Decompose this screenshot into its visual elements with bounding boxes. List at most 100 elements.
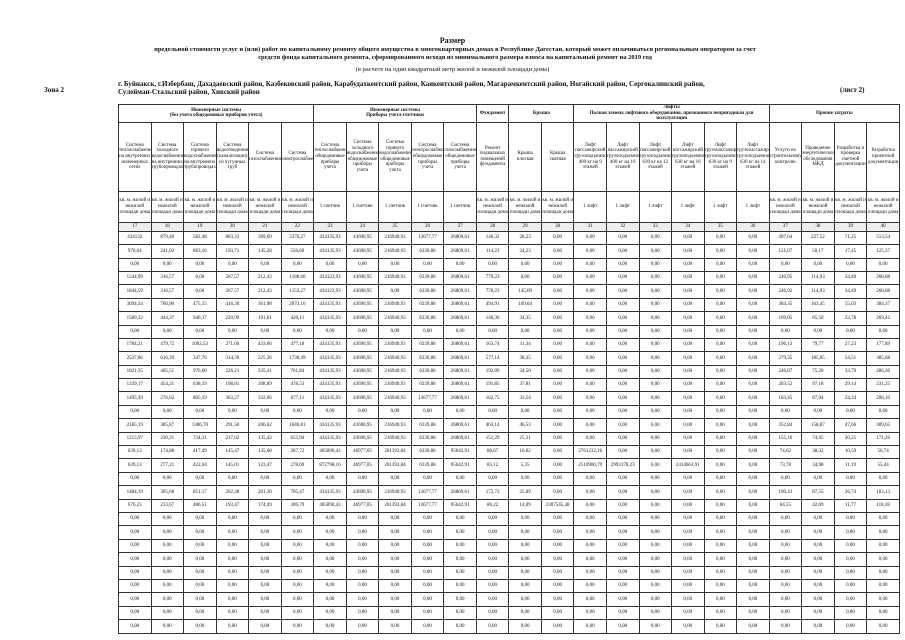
- column-unit: 1 счетчик: [313, 190, 347, 223]
- table-cell: 2761232,16: [573, 445, 607, 460]
- table-cell: 0,00: [801, 605, 835, 621]
- table-cell: 0,00: [638, 525, 673, 540]
- table-cell: 2414663,91: [671, 458, 705, 473]
- table-cell: 0,00: [508, 471, 542, 487]
- table-cell: 0,00: [410, 525, 445, 540]
- table-cell: 26869,61: [443, 244, 477, 259]
- column-name: Крыша скатная: [540, 121, 575, 192]
- table-cell: 316,57: [150, 270, 185, 286]
- column-number: 20: [215, 221, 250, 232]
- table-cell: 0,00: [605, 565, 640, 580]
- table-cell: 0,00: [801, 511, 835, 527]
- table-cell: 434135,93: [313, 337, 347, 353]
- table-cell: 0,00: [736, 230, 770, 246]
- table-cell: 0,00: [573, 270, 607, 286]
- table-cell: 0,00: [671, 284, 705, 299]
- table-cell: 0,00: [540, 418, 575, 433]
- table-cell: 0,00: [248, 324, 282, 339]
- table-cell: 268,68: [866, 284, 900, 299]
- table-cell: 0,00: [801, 257, 835, 272]
- table-cell: 0,00: [150, 525, 185, 540]
- table-cell: 0,00: [443, 324, 477, 339]
- table-cell: 1646,81: [280, 418, 315, 433]
- table-cell: 434123,93: [313, 270, 347, 286]
- table-cell: 0,00: [540, 538, 575, 554]
- table-cell: 268,68: [866, 270, 900, 286]
- table-cell: 0,00: [508, 605, 542, 621]
- table-cell: 25,09: [508, 485, 542, 500]
- table-cell: 0,00: [736, 511, 770, 527]
- table-cell: 241,02: [150, 244, 185, 259]
- column-number: 21: [248, 221, 282, 232]
- table-cell: 0,00: [573, 498, 607, 513]
- table-row: 1495,39 276,62 805,19 363,27 332,66 677,11 434…: [118, 391, 900, 406]
- table-cell: 0,00: [215, 619, 250, 634]
- table-cell: 0,00: [605, 485, 640, 500]
- table-cell: 34,35: [508, 311, 542, 326]
- table-cell: 616,39: [150, 351, 185, 366]
- table-cell: 0,00: [671, 418, 705, 433]
- table-cell: 0,00: [573, 297, 607, 313]
- table-cell: 486,51: [183, 498, 217, 513]
- table-cell: 0,00: [475, 511, 510, 527]
- table-cell: 0,00: [118, 404, 152, 420]
- table-cell: 216940,93: [378, 311, 412, 326]
- table-cell: 434135,93: [313, 431, 347, 447]
- table-cell: 384,35: [768, 297, 803, 313]
- table-cell: 0,00: [280, 404, 315, 420]
- table-cell: 6339,88: [410, 431, 445, 447]
- table-cell: 582,48: [183, 230, 217, 246]
- table-cell: 43698,95: [345, 364, 380, 380]
- table-cell: 0,00: [248, 511, 282, 527]
- table-cell: 0,00: [183, 324, 217, 339]
- table-cell: 0,00: [573, 230, 607, 246]
- table-cell: 0,00: [475, 525, 510, 540]
- table-cell: 6339,88: [410, 364, 445, 380]
- table-cell: 0,00: [736, 257, 770, 272]
- table-cell: 2307545,48: [540, 498, 575, 513]
- table-cell: 34,98: [801, 458, 835, 473]
- table-cell: 0,00: [313, 404, 347, 420]
- table-cell: 79,77: [801, 337, 835, 353]
- number-row: 17 18 19 20 21 22 23 24 25 26 27 28 29 30 31 32 33 34 35 36…: [118, 221, 900, 232]
- table-cell: 0,00: [866, 592, 900, 607]
- table-cell: 0,00: [573, 431, 607, 447]
- table-cell: 0,00: [736, 498, 770, 513]
- table-cell: 0,00: [736, 364, 770, 380]
- table-cell: 0,00: [150, 538, 185, 554]
- table-cell: 0,00: [671, 619, 705, 634]
- table-cell: 203,52: [768, 378, 803, 393]
- table-cell: 0,00: [801, 565, 835, 580]
- table-cell: 0,00: [540, 230, 575, 246]
- column-number: 24: [345, 221, 380, 232]
- table-cell: 0,00: [736, 592, 770, 607]
- column-unit: кв. м. жилой и нежилой площади дома: [215, 190, 250, 223]
- table-cell: 0,00: [703, 257, 738, 272]
- table-cell: 47,66: [833, 418, 868, 433]
- table-cell: 43698,95: [345, 230, 380, 246]
- table-cell: 216940,93: [378, 244, 412, 259]
- table-cell: 0,00: [736, 578, 770, 594]
- table-cell: 422,64: [183, 458, 217, 473]
- table-cell: 1495,39: [118, 391, 152, 406]
- table-cell: 0,00: [183, 605, 217, 621]
- table-cell: 0,00: [736, 445, 770, 460]
- table-cell: 0,00: [118, 324, 152, 339]
- table-cell: 0,00: [671, 378, 705, 393]
- table-cell: 42,69: [801, 498, 835, 513]
- table-cell: 267,57: [215, 284, 250, 299]
- table-cell: 0,00: [248, 565, 282, 580]
- table-cell: 705,47: [280, 485, 315, 500]
- table-cell: 1188,60: [280, 270, 315, 286]
- table-cell: 0,00: [150, 404, 185, 420]
- table-cell: 0,00: [150, 324, 185, 339]
- table-cell: 0,00: [605, 311, 640, 326]
- column-number: 33: [638, 221, 673, 232]
- table-cell: 0,00: [833, 538, 868, 554]
- table-cell: 87,94: [801, 391, 835, 406]
- column-name: Система горячего водоснабжения на внутре…: [183, 121, 217, 192]
- table-cell: 193,71: [215, 244, 250, 259]
- table-cell: 0,00: [540, 511, 575, 527]
- table-cell: 0,00: [605, 404, 640, 420]
- table-cell: 0,00: [508, 578, 542, 594]
